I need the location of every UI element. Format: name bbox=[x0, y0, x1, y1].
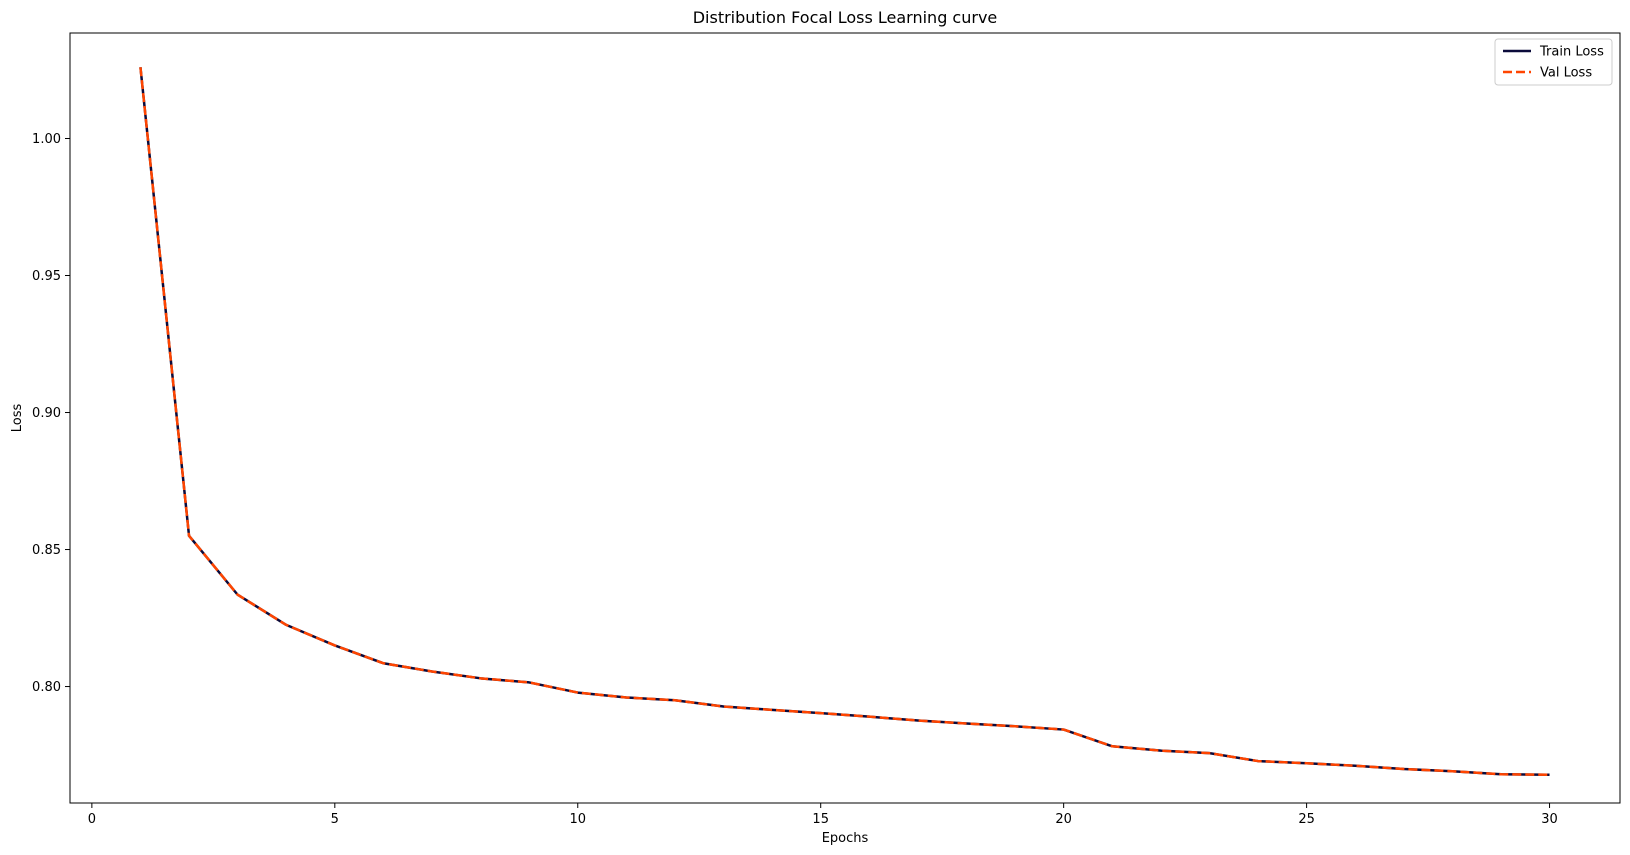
chart-title: Distribution Focal Loss Learning curve bbox=[693, 8, 998, 27]
y-tick-label: 0.95 bbox=[32, 269, 61, 284]
x-tick-label: 25 bbox=[1298, 812, 1315, 827]
legend: Train Loss Val Loss bbox=[1494, 38, 1613, 86]
x-tick-label: 0 bbox=[88, 812, 96, 827]
y-tick-label: 0.85 bbox=[32, 543, 61, 558]
x-axis: 0 5 10 15 20 25 30 bbox=[88, 803, 1558, 827]
x-tick-label: 10 bbox=[569, 812, 586, 827]
x-axis-title: Epochs bbox=[822, 831, 869, 846]
x-tick-label: 30 bbox=[1541, 812, 1558, 827]
series-layer bbox=[139, 67, 1550, 777]
y-axis: 0.80 0.85 0.90 0.95 1.00 bbox=[32, 132, 70, 695]
y-tick-label: 0.80 bbox=[32, 680, 61, 695]
y-axis-title: Loss bbox=[10, 404, 25, 433]
legend-label-val-loss: Val Loss bbox=[1540, 66, 1592, 81]
legend-label-train-loss: Train Loss bbox=[1539, 45, 1604, 60]
x-tick-label: 20 bbox=[1055, 812, 1072, 827]
plot-area bbox=[69, 32, 1621, 804]
y-tick-label: 0.90 bbox=[32, 406, 61, 421]
x-tick-label: 5 bbox=[331, 812, 339, 827]
y-tick-label: 1.00 bbox=[32, 132, 61, 147]
series-line-val-loss bbox=[139, 67, 1550, 777]
x-tick-label: 15 bbox=[812, 812, 829, 827]
